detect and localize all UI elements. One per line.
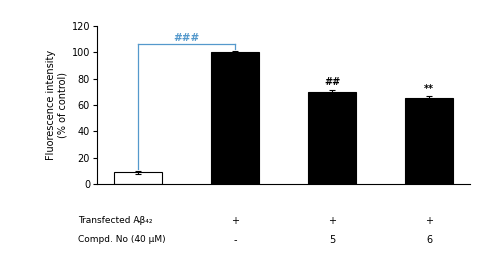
Bar <box>114 173 162 184</box>
Text: 6: 6 <box>425 235 431 245</box>
Text: **: ** <box>424 84 433 94</box>
Text: ###: ### <box>173 34 199 44</box>
Bar <box>307 92 356 184</box>
Text: Transfected Aβ₄₂: Transfected Aβ₄₂ <box>78 216 152 225</box>
Text: +: + <box>231 216 239 226</box>
Bar <box>404 98 453 184</box>
Y-axis label: Fluorescence intensity
(% of control): Fluorescence intensity (% of control) <box>45 50 67 160</box>
Text: -: - <box>136 216 140 226</box>
Text: -: - <box>136 235 140 245</box>
Text: Compd. No (40 μM): Compd. No (40 μM) <box>78 235 166 244</box>
Text: ##: ## <box>323 77 340 87</box>
Text: -: - <box>233 235 237 245</box>
Text: +: + <box>424 216 432 226</box>
Text: +: + <box>328 216 335 226</box>
Text: 5: 5 <box>329 235 334 245</box>
Bar <box>211 52 259 184</box>
